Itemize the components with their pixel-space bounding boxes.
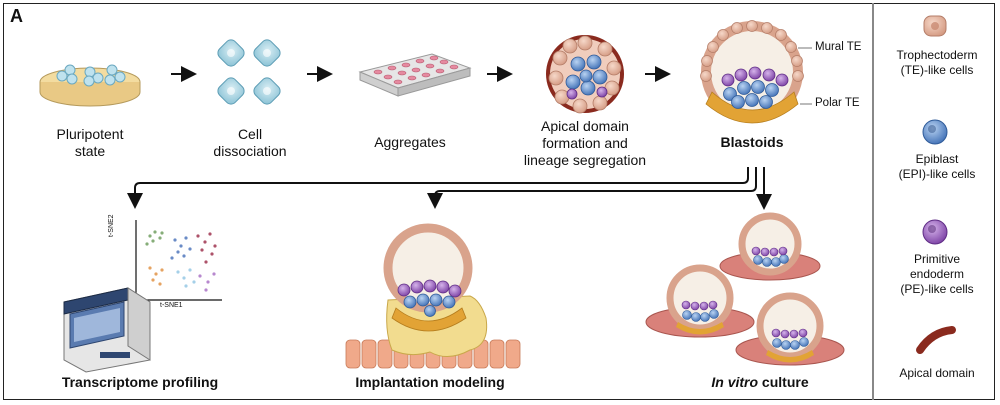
polar-te-label: Polar TE — [815, 97, 860, 109]
legend-epi-icon — [922, 119, 948, 145]
legend-apical-icon — [916, 326, 956, 354]
legend-divider — [872, 3, 874, 400]
panel-letter: A — [10, 6, 23, 26]
application-label-invitro: In vitro culture — [660, 374, 860, 391]
legend-pe-label: Primitive endoderm (PE)-like cells — [900, 252, 974, 296]
stage-label-dissociation: Cell dissociation — [213, 126, 287, 159]
invitro-italic-text: In vitro — [711, 374, 759, 390]
application-label-implantation: Implantation modeling — [355, 374, 505, 390]
legend-icons — [916, 15, 956, 354]
stage-label-apical: Apical domain formation and lineage segreg… — [523, 118, 647, 168]
invitro-culture-illustration — [645, 212, 845, 366]
legend-epi-label: Epiblast (EPI)-like cells — [898, 152, 976, 181]
tsne-x-axis-label: t-SNE1 — [160, 302, 183, 309]
figure-frame — [3, 3, 995, 400]
legend-apical-label: Apical domain — [899, 366, 975, 380]
blastoid-illustration — [700, 20, 812, 124]
tsne-y-axis-label: t-SNE2 — [108, 214, 115, 237]
culture-dish-left — [645, 264, 755, 338]
mural-te-label: Mural TE — [815, 41, 862, 53]
culture-dish-right — [735, 292, 845, 366]
stage-label-pluripotent: Pluripotent state — [56, 126, 124, 159]
tsne-plot — [135, 220, 222, 301]
aggregates-plate-illustration — [358, 53, 472, 97]
legend-te-label: Trophectoderm (TE)-like cells — [896, 48, 978, 77]
implantation-illustration — [345, 223, 521, 369]
culture-dish-back — [719, 212, 821, 281]
pluripotent-dish-illustration — [39, 64, 141, 107]
sequencer-illustration — [63, 287, 151, 373]
legend-pe-icon — [922, 219, 948, 245]
application-label-transcriptome: Transcriptome profiling — [61, 374, 219, 390]
stage-label-blastoids: Blastoids — [720, 134, 784, 150]
invitro-rest-text: culture — [758, 374, 809, 390]
apical-aggregate-illustration — [546, 35, 624, 114]
stage-label-aggregates: Aggregates — [374, 134, 446, 150]
branch-arrows — [127, 167, 772, 210]
dissociated-cells-illustration — [217, 39, 281, 105]
